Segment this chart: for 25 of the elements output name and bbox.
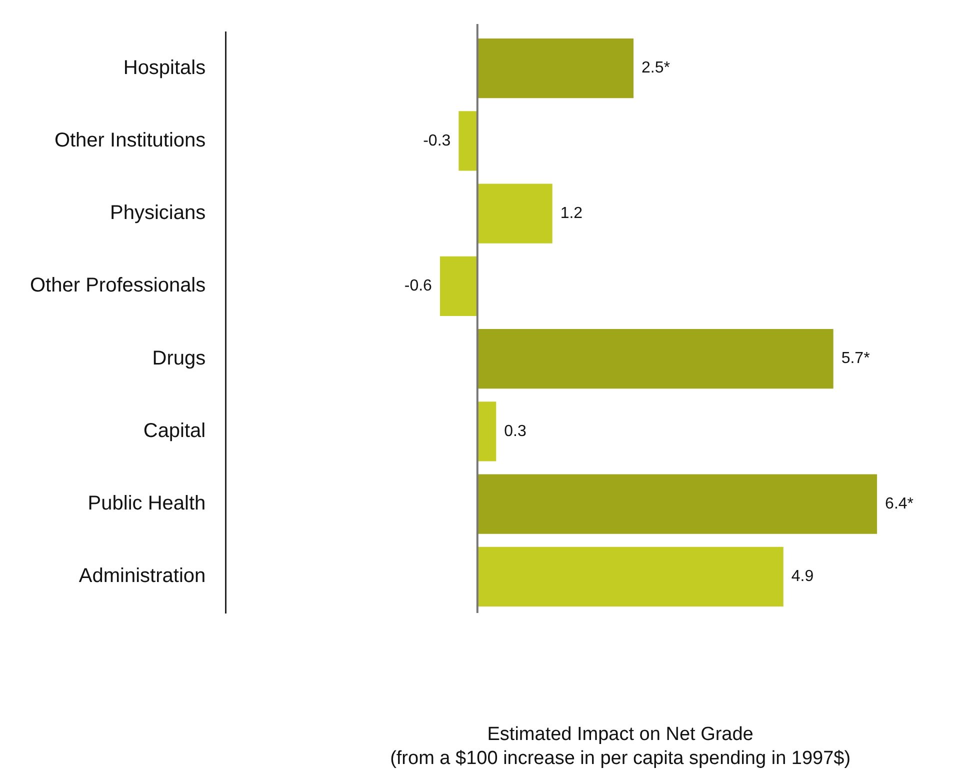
bar — [477, 38, 634, 98]
y-tick-label: Other Professionals — [30, 274, 206, 297]
y-tick-label: Physicians — [110, 202, 206, 224]
bar — [477, 402, 496, 462]
bar — [440, 256, 478, 316]
data-label: 4.9 — [791, 568, 814, 586]
data-label: 5.7* — [841, 350, 870, 368]
y-tick-label: Hospitals — [123, 56, 206, 79]
data-label: -0.3 — [423, 132, 451, 150]
data-label: 6.4* — [885, 495, 914, 512]
data-label: 1.2 — [560, 204, 583, 222]
y-tick-label: Other Institutions — [54, 129, 206, 152]
text: Estimated Impact on Net Grade (from a $100 increase in per capita spending in 1997$) — [390, 724, 851, 769]
data-label: -0.6 — [404, 278, 432, 295]
bar — [477, 546, 784, 606]
bar — [458, 111, 478, 171]
bar — [477, 474, 878, 534]
data-label: 2.5* — [642, 60, 670, 77]
y-tick-label: Drugs — [152, 347, 206, 370]
y-tick-label: Capital — [143, 420, 206, 442]
bar — [477, 184, 552, 244]
data-label: 0.3 — [504, 422, 526, 440]
y-tick-label: Administration — [78, 565, 206, 588]
bar — [477, 329, 834, 389]
y-tick-label: Public Health — [88, 492, 206, 515]
